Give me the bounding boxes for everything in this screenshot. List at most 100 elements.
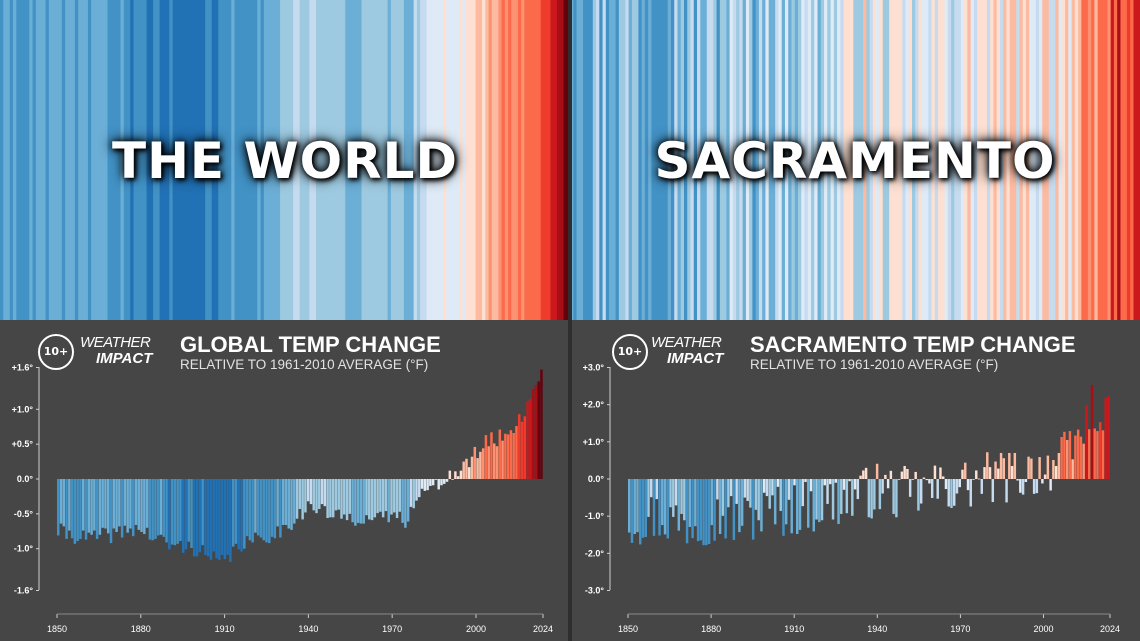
bar-1896 — [754, 479, 758, 510]
bar-1926 — [837, 479, 840, 524]
stripe-1925 — [814, 0, 819, 320]
bar-1972 — [964, 462, 967, 479]
stripe-2016 — [540, 0, 545, 320]
bar-1879 — [707, 479, 711, 545]
stripe-1880 — [667, 0, 672, 320]
bar-2006 — [1057, 452, 1061, 479]
bar-1883 — [718, 479, 722, 535]
stripe-1975 — [977, 0, 981, 320]
stripe-1930 — [260, 0, 265, 320]
bar-1962 — [936, 479, 939, 499]
stripe-1953 — [335, 0, 340, 320]
x-tick-label: 1910 — [215, 624, 235, 634]
stripe-1992 — [1032, 0, 1037, 320]
bar-1860 — [655, 479, 658, 500]
stripe-1869 — [61, 0, 66, 320]
bar-1859 — [81, 479, 85, 531]
bar-1915 — [807, 479, 810, 528]
bar-1956 — [919, 479, 923, 504]
stripe-1887 — [690, 0, 695, 320]
stripe-1879 — [664, 0, 669, 320]
bar-1957 — [922, 477, 926, 479]
bar-1860 — [84, 479, 88, 540]
stripe-1982 — [429, 0, 434, 320]
stripe-1911 — [198, 0, 203, 320]
stripe-1877 — [657, 0, 662, 320]
bar-1945 — [320, 479, 324, 505]
sacramento-warming-stripes — [570, 0, 1140, 320]
stripe-1969 — [387, 0, 392, 320]
stripe-1882 — [674, 0, 679, 320]
stripe-2009 — [1087, 0, 1092, 320]
bar-1905 — [779, 479, 782, 511]
stripe-1943 — [872, 0, 877, 320]
stripe-1889 — [697, 0, 701, 320]
bar-1865 — [669, 479, 672, 508]
bar-1955 — [348, 479, 352, 514]
bar-1938 — [301, 479, 304, 520]
bar-1930 — [848, 479, 851, 482]
bar-1963 — [370, 479, 374, 521]
bar-1929 — [276, 479, 279, 527]
bar-1958 — [356, 479, 360, 523]
stripe-1928 — [824, 0, 828, 320]
bar-1852 — [62, 479, 66, 527]
bar-1969 — [955, 479, 959, 494]
stripe-1878 — [91, 0, 96, 320]
bar-2004 — [1052, 460, 1055, 479]
stripe-1896 — [719, 0, 724, 320]
bar-2013 — [1076, 429, 1080, 479]
stripe-2011 — [524, 0, 529, 320]
bar-1856 — [73, 479, 77, 544]
bar-2015 — [1082, 443, 1085, 479]
bar-1907 — [215, 479, 218, 559]
bar-2006 — [490, 432, 493, 479]
stripe-1888 — [123, 0, 128, 320]
bar-1901 — [198, 479, 202, 553]
bar-2020 — [1096, 431, 1099, 479]
bar-1932 — [284, 479, 288, 525]
stripe-1899 — [729, 0, 734, 320]
y-tick-label: +0.5° — [12, 439, 34, 449]
stripe-1982 — [999, 0, 1004, 320]
bar-1961 — [933, 465, 937, 479]
stripe-1851 — [3, 0, 8, 320]
stripe-2017 — [1113, 0, 1118, 320]
stripe-1916 — [784, 0, 789, 320]
x-tick-label: 1910 — [784, 624, 804, 634]
bar-2019 — [1093, 428, 1096, 479]
bar-1928 — [842, 479, 846, 490]
bar-1923 — [259, 479, 263, 538]
bar-1908 — [218, 479, 221, 560]
bar-1984 — [429, 479, 432, 486]
bar-1870 — [683, 479, 686, 521]
bar-1947 — [895, 479, 898, 518]
stripe-1976 — [980, 0, 985, 320]
stripe-1915 — [211, 0, 216, 320]
bar-1892 — [743, 479, 747, 498]
stripe-1988 — [1019, 0, 1024, 320]
stripe-1950 — [895, 0, 900, 320]
bar-1868 — [106, 479, 110, 534]
x-tick-label: 2024 — [1100, 624, 1120, 634]
stripe-1931 — [263, 0, 268, 320]
bar-2008 — [1063, 431, 1066, 479]
stripe-1981 — [996, 0, 1001, 320]
stripe-1933 — [270, 0, 275, 320]
stripe-1941 — [866, 0, 871, 320]
stripe-1887 — [120, 0, 125, 320]
bar-1974 — [969, 479, 972, 507]
stripe-1932 — [837, 0, 841, 320]
stripe-1939 — [859, 0, 864, 320]
bar-2023 — [537, 381, 540, 479]
bar-1924 — [262, 479, 265, 541]
stripe-1856 — [589, 0, 594, 320]
stripe-1995 — [1042, 0, 1047, 320]
bar-1950 — [334, 479, 338, 511]
bar-2004 — [484, 435, 488, 479]
stripe-1865 — [48, 0, 53, 320]
bar-1875 — [126, 479, 129, 533]
bar-1857 — [647, 479, 650, 517]
bar-1894 — [179, 479, 182, 542]
bar-1992 — [1019, 479, 1022, 493]
